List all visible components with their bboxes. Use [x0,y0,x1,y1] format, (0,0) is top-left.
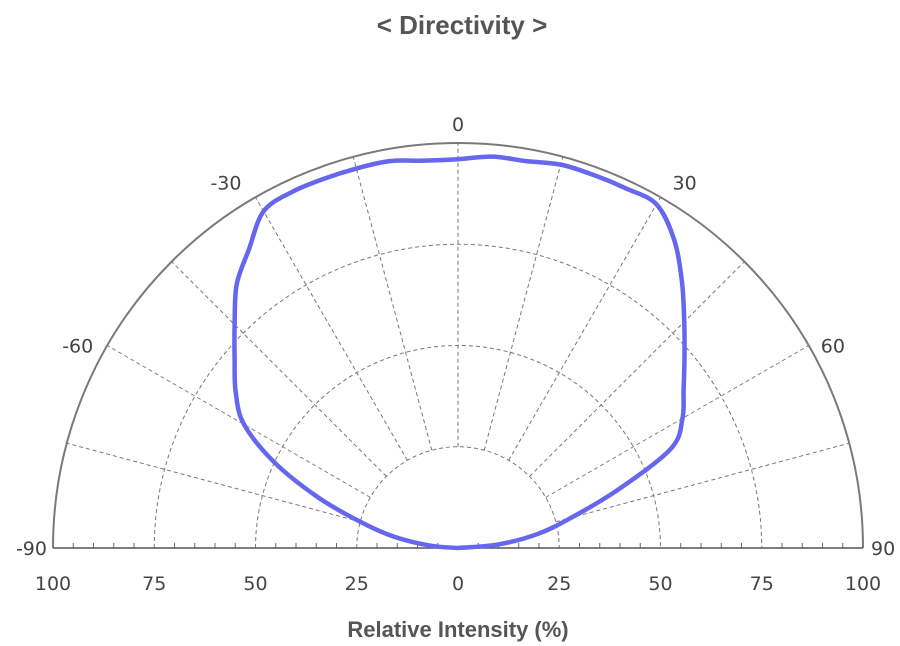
grid-spoke [107,345,371,498]
angle-label: 90 [871,538,895,560]
radial-tick-label: 25 [345,573,369,595]
angle-label: 0 [452,114,464,136]
grid-spoke [171,261,387,477]
angle-label: 60 [821,336,845,358]
grid-spoke [545,345,809,498]
grid-spoke [255,197,408,461]
x-axis-label: Relative Intensity (%) [347,617,568,642]
grid-spoke [508,197,661,461]
grid-spoke [66,442,361,523]
radial-tick-label: 100 [35,573,71,595]
radial-tick-label: 0 [452,573,464,595]
radial-tick-label: 75 [750,573,774,595]
grid-ring [153,243,763,549]
grid-spoke [352,156,433,451]
radial-tick-labels: 100 75 50 25 0 25 50 75 100 [35,573,881,595]
grid-spoke [483,156,564,451]
plot-area [232,154,687,551]
angle-label: -90 [16,538,47,560]
radial-tick-label: 25 [547,573,571,595]
angle-label: -60 [62,336,93,358]
angle-label: 30 [673,172,697,194]
polar-grid [66,143,850,549]
chart-title: < Directivity > [377,10,548,40]
angle-labels: -90 -60 -30 0 30 60 90 [16,114,895,560]
grid-spoke [529,261,745,477]
radial-tick-label: 50 [648,573,672,595]
radial-tick-label: 75 [142,573,166,595]
grid-spoke [555,442,850,523]
radial-tick-label: 50 [243,573,267,595]
angle-label: -30 [210,172,241,194]
radial-tick-label: 100 [845,573,881,595]
outer-arc [52,142,864,549]
series-line [232,154,687,551]
